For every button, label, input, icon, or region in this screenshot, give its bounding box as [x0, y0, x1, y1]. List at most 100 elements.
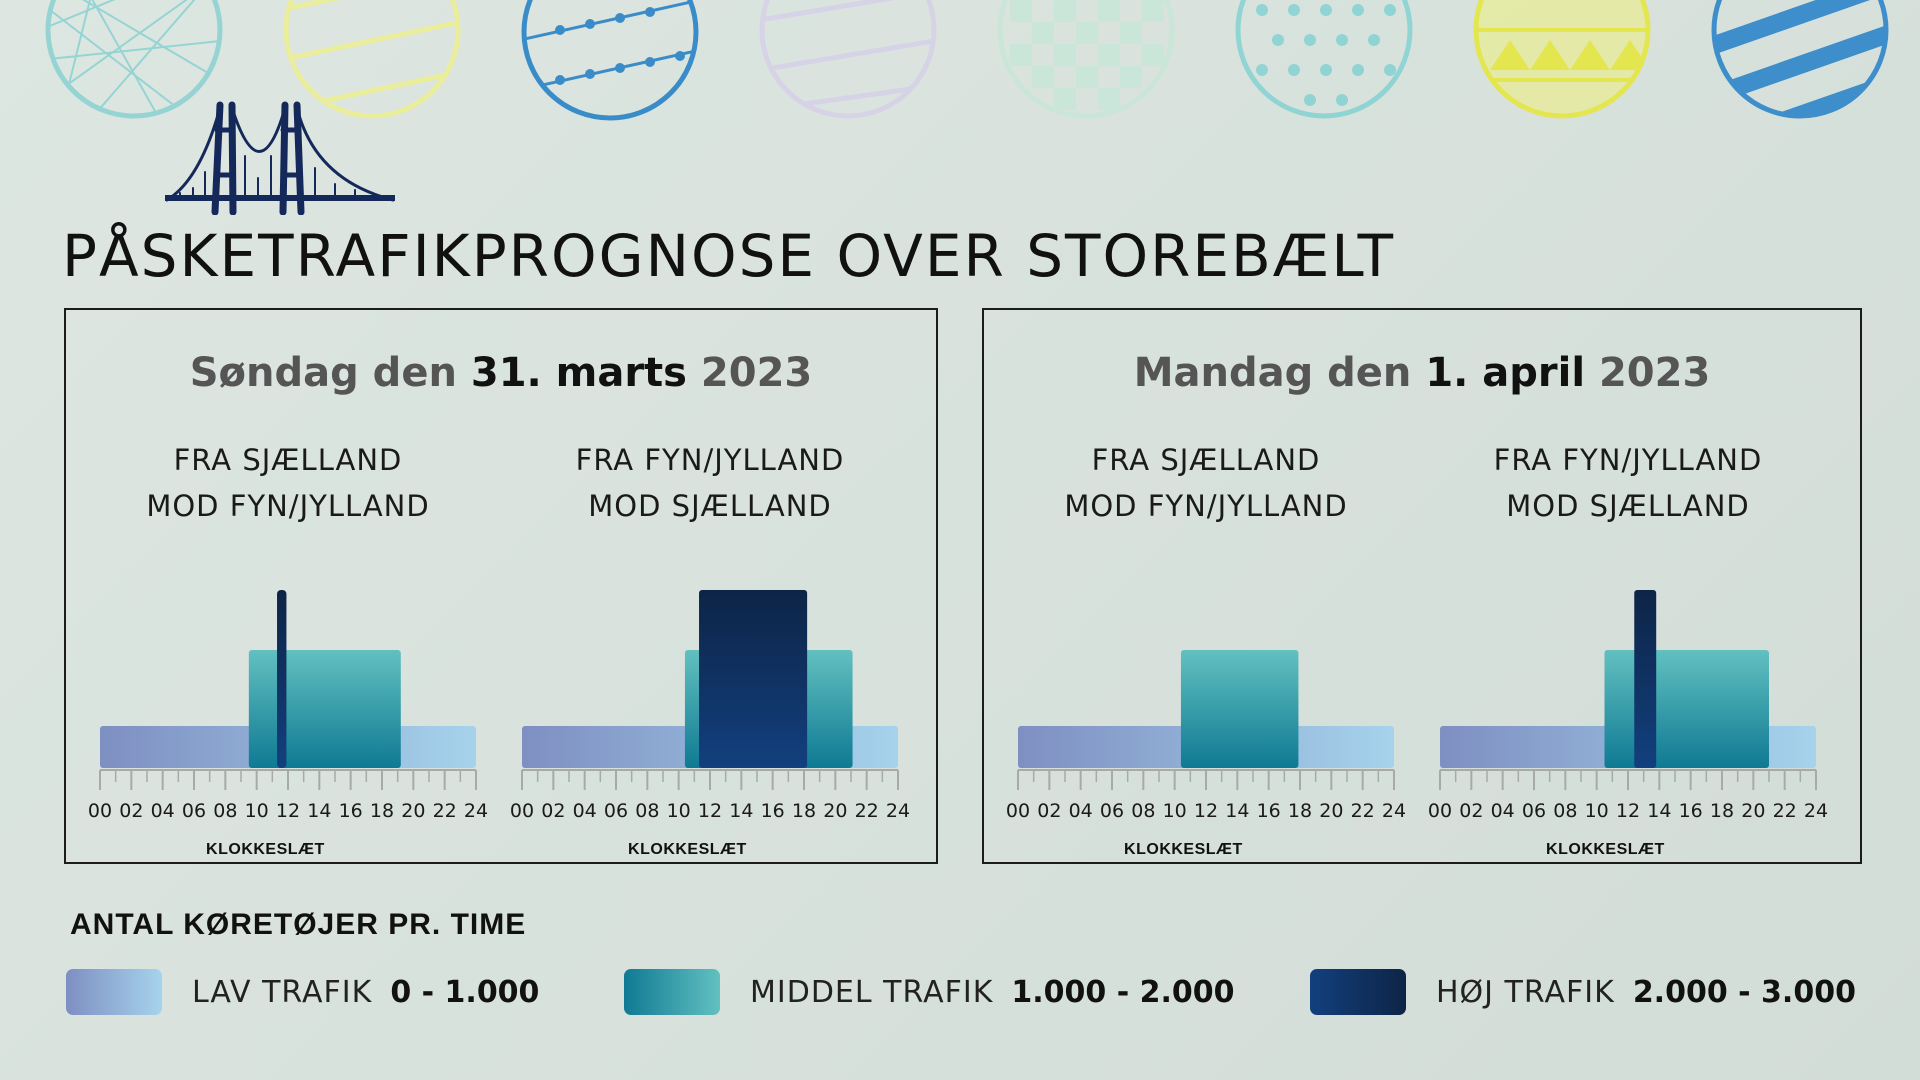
egg-scribble	[45, 0, 223, 119]
day-date: 1. april	[1425, 350, 1586, 396]
x-tick-label: 18	[1288, 800, 1312, 822]
day-heading: Mandag den 1. april 2023	[984, 350, 1860, 396]
x-tick-label: 02	[541, 800, 565, 822]
traffic-chart: FRA FYN/JYLLAND MOD SJÆLLAND 00 02 04 06 08 10 1…	[510, 443, 910, 858]
x-tick-label: 08	[213, 800, 237, 822]
x-tick-label: 20	[1319, 800, 1343, 822]
x-tick-label: 10	[1163, 800, 1187, 822]
x-axis-label: KLOKKESLÆT	[206, 841, 325, 858]
x-tick-label: 04	[1069, 800, 1093, 822]
legend-range: 1.000 - 2.000	[1011, 974, 1235, 1010]
x-tick-label: 24	[1382, 800, 1406, 822]
x-tick-label: 02	[119, 800, 143, 822]
traffic-chart: FRA FYN/JYLLAND MOD SJÆLLAND 00 02 04 06 08 10 1…	[1428, 443, 1828, 858]
x-tick-label: 14	[1225, 800, 1249, 822]
legend-item-high: HØJ TRAFIK 2.000 - 3.000	[1310, 968, 1856, 1016]
x-tick-label: 00	[1428, 800, 1452, 822]
legend-item-low: LAV TRAFIK 0 - 1.000	[66, 968, 539, 1016]
x-tick-label: 02	[1037, 800, 1061, 822]
egg-checkered-mint	[997, 0, 1175, 119]
x-tick-label: 16	[1257, 800, 1281, 822]
bar-middel-trafik	[1604, 650, 1769, 768]
day-panel-monday: Mandag den 1. april 2023 FRA SJÆLLAND MOD…	[982, 308, 1862, 864]
egg-striped-yellow	[283, 0, 461, 119]
egg-triangles-yellow	[1473, 0, 1651, 119]
x-tick-label: 14	[307, 800, 331, 822]
x-tick-label: 12	[698, 800, 722, 822]
chart-subtitle: MOD SJÆLLAND	[588, 489, 831, 523]
x-tick-label: 04	[1491, 800, 1515, 822]
legend-label: HØJ TRAFIK	[1436, 974, 1615, 1010]
traffic-chart: FRA SJÆLLAND MOD FYN/JYLLAND 00 02 04 06 08 10 1…	[88, 443, 488, 858]
traffic-chart: FRA SJÆLLAND MOD FYN/JYLLAND 00 02 04 06 08 10 1…	[1006, 443, 1406, 858]
x-tick-label: 06	[604, 800, 628, 822]
bar-middel-trafik	[248, 650, 401, 768]
chart-subtitle: FRA SJÆLLAND	[174, 443, 403, 477]
x-tick-label: 08	[1131, 800, 1155, 822]
legend-swatch-mid	[624, 969, 720, 1015]
x-tick-label: 24	[1804, 800, 1828, 822]
egg-striped-lavender	[759, 0, 937, 119]
chart-subtitle: FRA FYN/JYLLAND	[1494, 443, 1763, 477]
x-tick-label: 18	[370, 800, 394, 822]
x-tick-label: 00	[1006, 800, 1030, 822]
legend-range: 0 - 1.000	[390, 974, 540, 1010]
legend-swatch-low	[66, 969, 162, 1015]
bar-høj-trafik	[699, 590, 808, 768]
legend-title: ANTAL KØRETØJER PR. TIME	[70, 908, 527, 941]
legend-label: LAV TRAFIK	[192, 974, 373, 1010]
legend-item-mid: MIDDEL TRAFIK 1.000 - 2.000	[624, 968, 1235, 1016]
day-prefix: Mandag den	[1133, 350, 1426, 396]
bar-høj-trafik	[277, 590, 287, 768]
x-tick-label: 24	[464, 800, 488, 822]
day-panel-sunday: Søndag den 31. marts 2023 FRA SJÆLLAND MO…	[64, 308, 938, 864]
x-tick-label: 14	[1647, 800, 1671, 822]
x-tick-label: 18	[792, 800, 816, 822]
x-tick-label: 06	[182, 800, 206, 822]
x-tick-label: 16	[1679, 800, 1703, 822]
chart-subtitle: FRA SJÆLLAND	[1092, 443, 1321, 477]
chart-subtitle: MOD FYN/JYLLAND	[146, 489, 429, 523]
x-tick-label: 10	[245, 800, 269, 822]
page-title: PÅSKETRAFIKPROGNOSE OVER STOREBÆLT	[62, 222, 1396, 290]
chart-svg-monday: FRA SJÆLLAND MOD FYN/JYLLAND 00 02 04 06 08 10 1…	[1006, 443, 1828, 858]
bar-høj-trafik	[1634, 590, 1657, 768]
x-tick-label: 10	[667, 800, 691, 822]
x-tick-label: 06	[1522, 800, 1546, 822]
x-tick-label: 16	[339, 800, 363, 822]
x-tick-label: 04	[573, 800, 597, 822]
x-tick-label: 22	[855, 800, 879, 822]
legend-label: MIDDEL TRAFIK	[750, 974, 994, 1010]
x-tick-label: 20	[401, 800, 425, 822]
legend-range: 2.000 - 3.000	[1632, 974, 1856, 1010]
day-year: 2023	[1585, 350, 1711, 396]
x-tick-label: 02	[1459, 800, 1483, 822]
x-axis-label: KLOKKESLÆT	[1124, 841, 1243, 858]
x-tick-label: 14	[729, 800, 753, 822]
x-tick-label: 22	[433, 800, 457, 822]
day-prefix: Søndag den	[189, 350, 471, 396]
day-year: 2023	[686, 350, 813, 396]
bridge-icon	[165, 101, 395, 215]
x-axis-label: KLOKKESLÆT	[628, 841, 747, 858]
x-tick-label: 04	[151, 800, 175, 822]
bar-middel-trafik	[1180, 650, 1299, 768]
x-tick-label: 00	[510, 800, 534, 822]
x-tick-label: 06	[1100, 800, 1124, 822]
chart-subtitle: MOD SJÆLLAND	[1506, 489, 1749, 523]
x-tick-label: 18	[1710, 800, 1734, 822]
chart-subtitle: FRA FYN/JYLLAND	[576, 443, 845, 477]
x-tick-label: 00	[88, 800, 112, 822]
x-tick-label: 22	[1351, 800, 1375, 822]
x-tick-label: 22	[1773, 800, 1797, 822]
chart-subtitle: MOD FYN/JYLLAND	[1064, 489, 1347, 523]
x-axis-label: KLOKKESLÆT	[1546, 841, 1665, 858]
day-heading: Søndag den 31. marts 2023	[66, 350, 936, 396]
x-tick-label: 12	[1194, 800, 1218, 822]
x-tick-label: 20	[823, 800, 847, 822]
legend-swatch-high	[1310, 969, 1406, 1015]
egg-dotted-blue	[521, 0, 699, 121]
x-tick-label: 16	[761, 800, 785, 822]
easter-eggs-decoration	[45, 0, 1889, 121]
x-tick-label: 10	[1585, 800, 1609, 822]
